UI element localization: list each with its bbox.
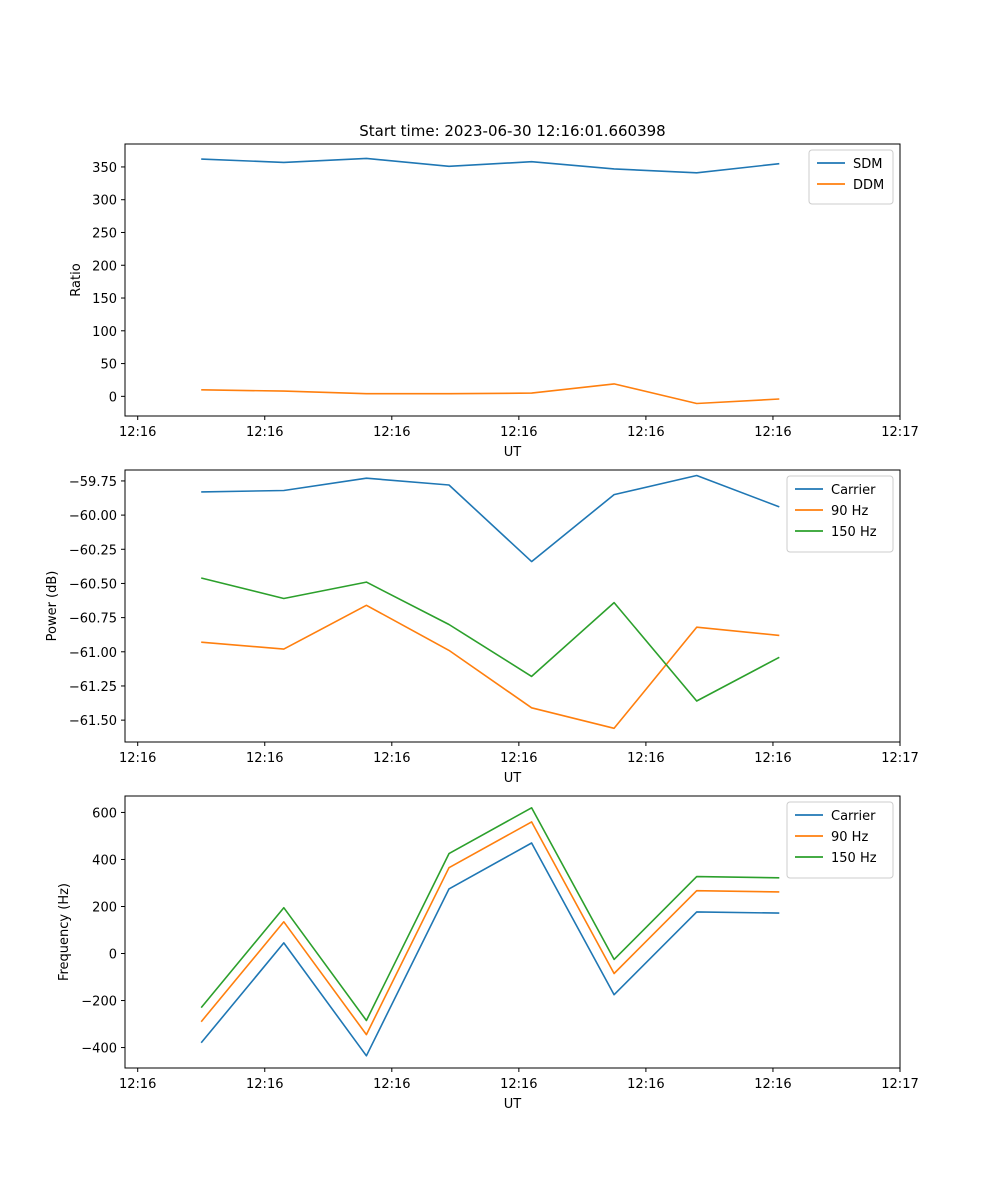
- series-line-90-hz: [201, 604, 780, 730]
- y-axis-label: Ratio: [69, 263, 84, 296]
- axes-frame: [124, 143, 901, 417]
- y-tick-label: 300: [92, 194, 117, 209]
- x-tick-label: 12:16: [373, 1077, 410, 1092]
- series-line-sdm: [201, 157, 780, 174]
- series-line-150-hz: [201, 577, 780, 702]
- x-tick-label: 12:16: [627, 1077, 664, 1092]
- y-tick-label: −200: [81, 995, 117, 1010]
- legend: SDM DDM: [808, 149, 894, 205]
- x-tick-label: 12:16: [246, 751, 283, 766]
- y-tick-label: −61.50: [69, 714, 117, 729]
- y-tick-label: −400: [81, 1042, 117, 1057]
- x-tick-label: 12:16: [246, 1077, 283, 1092]
- legend-label-ddm: DDM: [853, 178, 884, 193]
- y-tick-label: 350: [92, 161, 117, 176]
- y-tick-label: 200: [92, 259, 117, 274]
- y-tick-label: 200: [92, 900, 117, 915]
- chart-panel-3: 12:16 12:16 12:16 12:16 12:16 12:16 12:17 −400 −…: [57, 795, 919, 1112]
- x-tick-label: 12:16: [627, 751, 664, 766]
- x-tick-label: 12:16: [119, 751, 156, 766]
- legend-label-150-hz: 150 Hz: [831, 525, 877, 540]
- legend: Carrier 90 Hz 150 Hz: [786, 475, 894, 553]
- legend-box: [786, 475, 894, 553]
- x-tick-label: 12:16: [500, 425, 537, 440]
- legend-label-carrier: Carrier: [831, 483, 876, 498]
- y-tick-label: 0: [109, 390, 117, 405]
- axes-frame: [124, 469, 901, 743]
- legend-box: [786, 801, 894, 879]
- x-tick-label: 12:16: [754, 1077, 791, 1092]
- legend-label-150-hz: 150 Hz: [831, 851, 877, 866]
- series-line-ddm: [201, 383, 780, 405]
- y-tick-label: −61.00: [69, 646, 117, 661]
- y-tick-label: 0: [109, 948, 117, 963]
- y-tick-label: −59.75: [69, 475, 117, 490]
- x-tick-label: 12:16: [373, 751, 410, 766]
- chart-panel-1: 12:16 12:16 12:16 12:16 12:16 12:16 12:17 0 50 10…: [69, 122, 919, 460]
- y-axis-label: Power (dB): [45, 571, 60, 642]
- y-tick-label: −60.50: [69, 577, 117, 592]
- chart-panel-2: 12:16 12:16 12:16 12:16 12:16 12:16 12:17 −61.5…: [45, 469, 919, 786]
- series-line-carrier: [200, 842, 780, 1057]
- x-tick-label: 12:17: [881, 1077, 918, 1092]
- axes-frame: [124, 795, 901, 1069]
- y-tick-label: 150: [92, 292, 117, 307]
- x-tick-label: 12:16: [119, 425, 156, 440]
- legend-label-90-hz: 90 Hz: [831, 830, 868, 845]
- series-line-90-hz: [200, 821, 780, 1036]
- x-tick-label: 12:16: [500, 751, 537, 766]
- y-tick-label: 50: [100, 358, 117, 373]
- x-tick-label: 12:16: [754, 425, 791, 440]
- x-tick-label: 12:16: [627, 425, 664, 440]
- x-tick-label: 12:16: [754, 751, 791, 766]
- chart-title: Start time: 2023-06-30 12:16:01.660398: [359, 122, 665, 140]
- x-tick-label: 12:16: [246, 425, 283, 440]
- y-tick-label: 600: [92, 806, 117, 821]
- legend-label-sdm: SDM: [853, 157, 882, 172]
- x-tick-label: 12:16: [373, 425, 410, 440]
- y-tick-label: −60.00: [69, 509, 117, 524]
- x-tick-label: 12:16: [119, 1077, 156, 1092]
- y-tick-label: −60.75: [69, 612, 117, 627]
- y-tick-label: −61.25: [69, 680, 117, 695]
- x-tick-label: 12:17: [881, 751, 918, 766]
- y-tick-label: 400: [92, 853, 117, 868]
- series-line-150-hz: [200, 806, 780, 1022]
- x-tick-label: 12:17: [881, 425, 918, 440]
- legend: Carrier 90 Hz 150 Hz: [786, 801, 894, 879]
- y-axis-label: Frequency (Hz): [57, 883, 72, 981]
- x-axis-label: UT: [504, 771, 522, 786]
- x-axis-label: UT: [504, 445, 522, 460]
- y-tick-label: 100: [92, 325, 117, 340]
- legend-label-carrier: Carrier: [831, 809, 876, 824]
- series-line-carrier: [201, 474, 780, 563]
- y-tick-label: 250: [92, 226, 117, 241]
- x-axis-label: UT: [504, 1097, 522, 1112]
- y-tick-label: −60.25: [69, 543, 117, 558]
- x-tick-label: 12:16: [500, 1077, 537, 1092]
- legend-label-90-hz: 90 Hz: [831, 504, 868, 519]
